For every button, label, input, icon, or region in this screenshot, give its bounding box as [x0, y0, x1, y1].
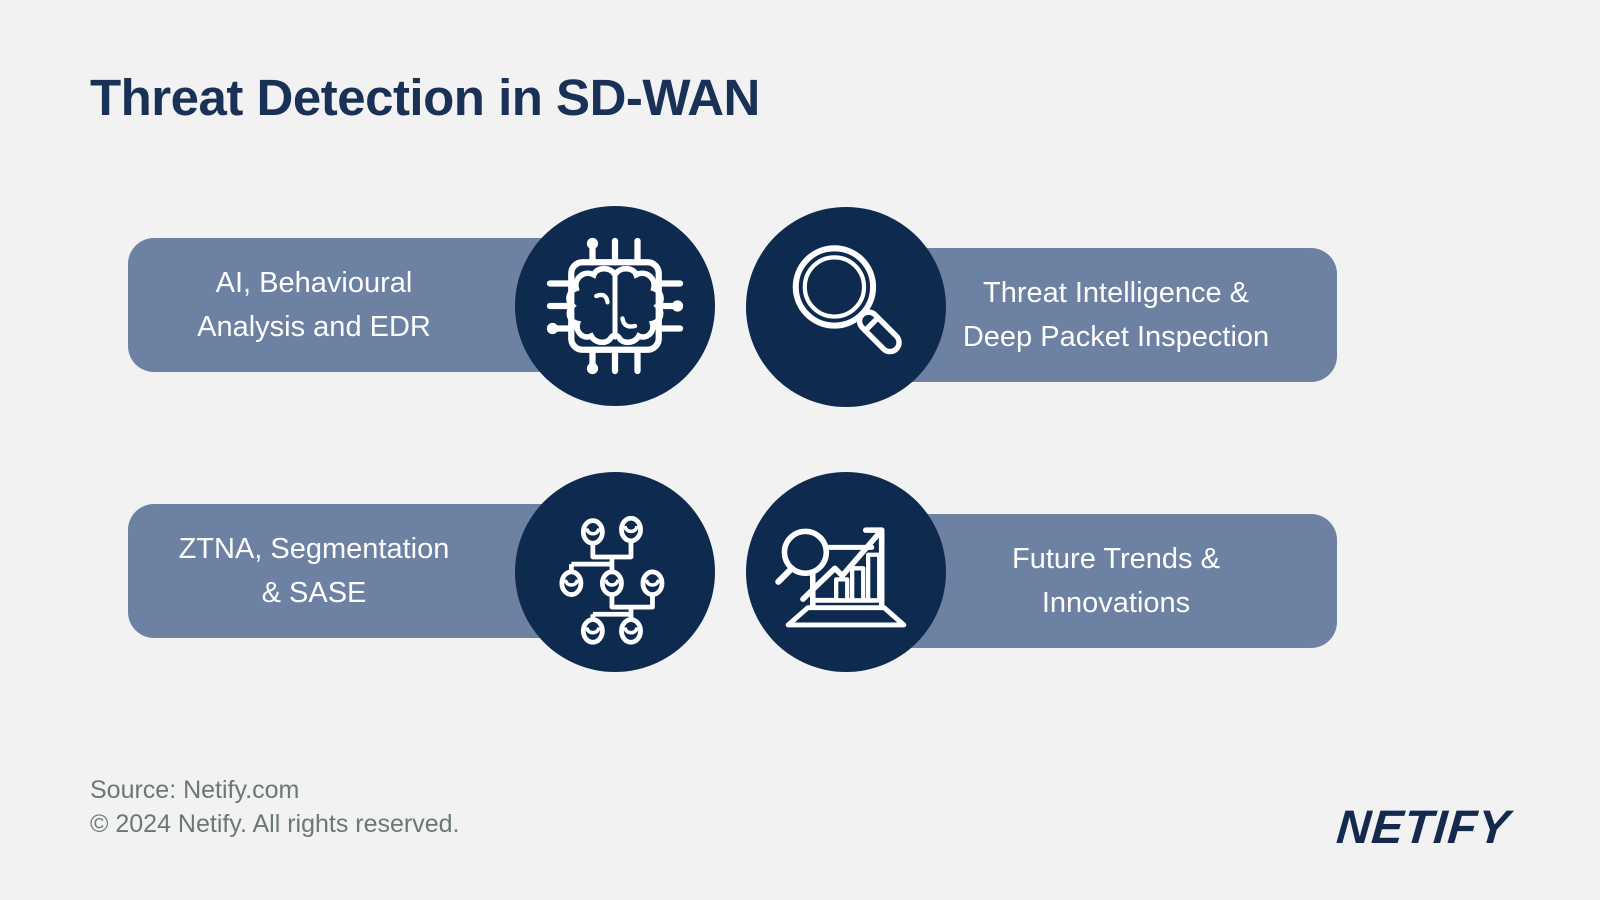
card-label-line: Future Trends &: [1012, 543, 1220, 575]
card-label-ai-behavioural: AI, Behavioural Analysis and EDR: [144, 261, 484, 349]
card-label-line: Analysis and EDR: [197, 311, 431, 343]
source-text: Source: Netify.com: [90, 776, 300, 804]
icon-circle-ztna: [515, 472, 715, 672]
icon-circle-threat-intelligence: [746, 207, 946, 407]
card-label-threat-intelligence: Threat Intelligence & Deep Packet Inspec…: [946, 271, 1286, 359]
page-title: Threat Detection in SD-WAN: [90, 69, 760, 126]
copyright-text: © 2024 Netify. All rights reserved.: [90, 810, 460, 838]
laptop-growth-chart-icon: [775, 527, 907, 628]
ai-chip-brain-icon: [546, 237, 684, 375]
icon-circle-future-trends: [746, 472, 946, 672]
card-label-line: AI, Behavioural: [215, 267, 413, 299]
card-label-ztna-sase: ZTNA, Segmentation & SASE: [144, 527, 484, 615]
card-label-line: Threat Intelligence &: [983, 277, 1249, 309]
card-label-line: & SASE: [261, 577, 367, 609]
netify-logo: NETIFY: [1334, 800, 1513, 853]
card-label-line: ZTNA, Segmentation: [178, 533, 450, 565]
people-network-icon: [558, 515, 664, 645]
footer: Source: Netify.com © 2024 Netify. All ri…: [90, 773, 460, 841]
card-label-line: Deep Packet Inspection: [962, 321, 1270, 353]
magnifying-glass-icon: [792, 244, 902, 354]
card-label-line: Innovations: [1041, 587, 1191, 619]
card-label-future-trends: Future Trends & Innovations: [946, 537, 1286, 625]
icon-circle-ai: [515, 206, 715, 406]
